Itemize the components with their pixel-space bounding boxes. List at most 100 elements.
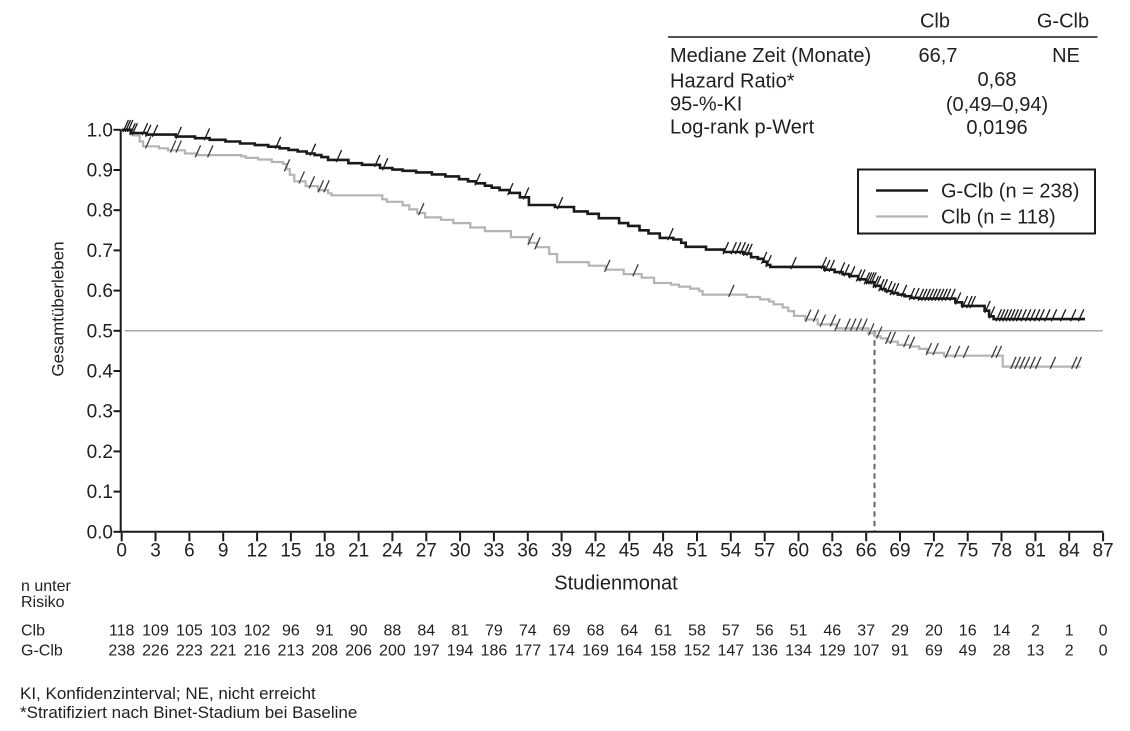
- svg-text:Gesamtüberleben: Gesamtüberleben: [49, 241, 68, 376]
- svg-text:186: 186: [481, 643, 508, 660]
- svg-text:69: 69: [889, 541, 910, 562]
- svg-text:0: 0: [116, 541, 127, 562]
- svg-text:48: 48: [653, 541, 674, 562]
- svg-text:79: 79: [485, 623, 503, 640]
- svg-text:81: 81: [1025, 541, 1046, 562]
- svg-text:81: 81: [451, 623, 469, 640]
- svg-text:91: 91: [891, 643, 909, 660]
- svg-text:3: 3: [150, 541, 161, 562]
- svg-text:Risiko: Risiko: [21, 594, 65, 611]
- svg-text:20: 20: [925, 623, 943, 640]
- svg-text:238: 238: [108, 643, 135, 660]
- svg-text:129: 129: [819, 643, 846, 660]
- svg-text:51: 51: [790, 623, 808, 640]
- svg-text:0.9: 0.9: [87, 161, 113, 182]
- svg-text:194: 194: [447, 643, 474, 660]
- svg-text:Log-rank p-Wert: Log-rank p-Wert: [670, 117, 815, 139]
- svg-text:0: 0: [1099, 643, 1108, 660]
- svg-text:n unter: n unter: [21, 578, 71, 595]
- svg-text:58: 58: [688, 623, 706, 640]
- svg-text:28: 28: [993, 643, 1011, 660]
- svg-text:NE: NE: [1052, 45, 1080, 67]
- svg-text:64: 64: [620, 623, 638, 640]
- svg-text:107: 107: [853, 643, 880, 660]
- svg-text:0: 0: [1099, 623, 1108, 640]
- svg-text:169: 169: [582, 643, 609, 660]
- svg-text:45: 45: [619, 541, 640, 562]
- svg-text:84: 84: [1059, 541, 1081, 562]
- svg-text:90: 90: [350, 623, 368, 640]
- svg-text:66,7: 66,7: [919, 45, 958, 67]
- svg-text:109: 109: [142, 623, 169, 640]
- svg-text:1: 1: [1065, 623, 1074, 640]
- svg-text:Clb: Clb: [21, 623, 45, 640]
- svg-text:30: 30: [450, 541, 471, 562]
- svg-text:0.3: 0.3: [87, 402, 113, 423]
- svg-text:152: 152: [684, 643, 711, 660]
- svg-text:0.8: 0.8: [87, 201, 113, 222]
- svg-text:9: 9: [218, 541, 229, 562]
- svg-text:Clb (n = 118): Clb (n = 118): [941, 207, 1056, 229]
- svg-text:216: 216: [244, 643, 271, 660]
- svg-text:2: 2: [1031, 623, 1040, 640]
- svg-text:87: 87: [1093, 541, 1114, 562]
- svg-text:1.0: 1.0: [87, 120, 113, 141]
- svg-text:42: 42: [585, 541, 606, 562]
- svg-text:75: 75: [957, 541, 978, 562]
- svg-text:158: 158: [650, 643, 677, 660]
- svg-text:105: 105: [176, 623, 203, 640]
- svg-text:0.6: 0.6: [87, 281, 113, 302]
- svg-text:177: 177: [514, 643, 541, 660]
- svg-text:46: 46: [823, 623, 841, 640]
- svg-text:G-Clb (n = 238): G-Clb (n = 238): [941, 181, 1079, 203]
- svg-text:95-%-KI: 95-%-KI: [670, 94, 742, 116]
- svg-text:0.7: 0.7: [87, 241, 113, 262]
- svg-text:102: 102: [244, 623, 271, 640]
- svg-text:15: 15: [280, 541, 301, 562]
- svg-text:69: 69: [925, 643, 943, 660]
- svg-text:49: 49: [959, 643, 977, 660]
- svg-text:91: 91: [316, 623, 334, 640]
- svg-text:69: 69: [553, 623, 571, 640]
- svg-text:206: 206: [345, 643, 372, 660]
- svg-text:*Stratifiziert nach Binet-Stad: *Stratifiziert nach Binet-Stadium bei Ba…: [20, 703, 357, 722]
- svg-text:118: 118: [109, 623, 135, 640]
- svg-text:0.0: 0.0: [87, 522, 113, 543]
- svg-text:51: 51: [686, 541, 707, 562]
- svg-text:12: 12: [247, 541, 268, 562]
- svg-text:37: 37: [857, 623, 875, 640]
- svg-text:13: 13: [1027, 643, 1045, 660]
- svg-text:Clb: Clb: [920, 11, 950, 33]
- svg-text:6: 6: [184, 541, 195, 562]
- svg-text:103: 103: [210, 623, 237, 640]
- svg-text:29: 29: [891, 623, 909, 640]
- svg-text:147: 147: [717, 643, 744, 660]
- svg-text:Studienmonat: Studienmonat: [554, 573, 678, 595]
- svg-text:36: 36: [517, 541, 538, 562]
- svg-text:Mediane Zeit (Monate): Mediane Zeit (Monate): [670, 45, 871, 67]
- svg-text:221: 221: [210, 643, 237, 660]
- svg-text:56: 56: [756, 623, 774, 640]
- svg-text:164: 164: [616, 643, 643, 660]
- svg-text:21: 21: [348, 541, 369, 562]
- svg-text:134: 134: [785, 643, 812, 660]
- svg-text:174: 174: [548, 643, 575, 660]
- svg-text:61: 61: [654, 623, 672, 640]
- svg-text:197: 197: [413, 643, 440, 660]
- svg-text:226: 226: [142, 643, 169, 660]
- svg-text:84: 84: [417, 623, 435, 640]
- svg-text:G-Clb: G-Clb: [1037, 11, 1089, 33]
- svg-text:16: 16: [959, 623, 977, 640]
- svg-text:57: 57: [722, 623, 740, 640]
- svg-text:68: 68: [587, 623, 605, 640]
- svg-text:72: 72: [923, 541, 944, 562]
- svg-text:0.5: 0.5: [87, 321, 113, 342]
- svg-text:78: 78: [991, 541, 1012, 562]
- svg-text:223: 223: [176, 643, 203, 660]
- svg-text:(0,49–0,94): (0,49–0,94): [946, 94, 1048, 116]
- svg-text:18: 18: [314, 541, 335, 562]
- svg-text:63: 63: [822, 541, 843, 562]
- svg-text:14: 14: [993, 623, 1011, 640]
- svg-text:39: 39: [551, 541, 572, 562]
- svg-text:88: 88: [384, 623, 402, 640]
